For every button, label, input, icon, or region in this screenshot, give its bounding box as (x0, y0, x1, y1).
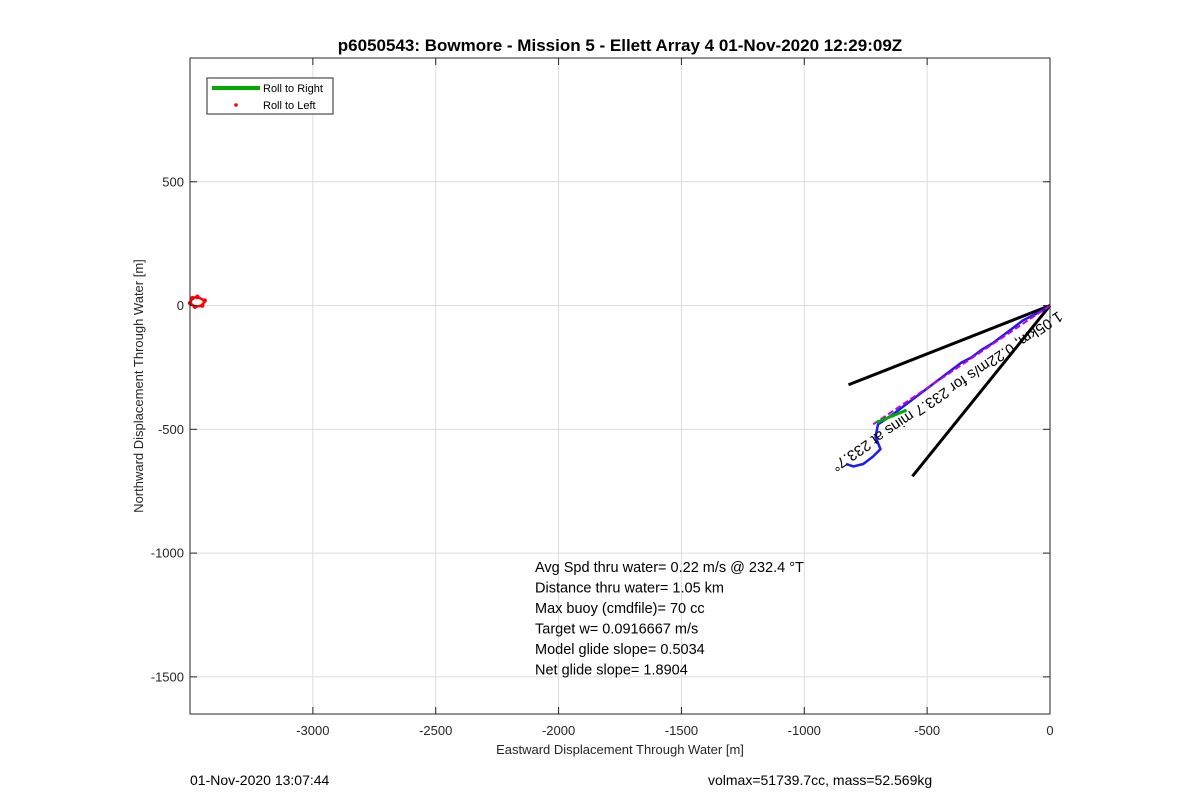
stats-line: Distance thru water= 1.05 km (535, 581, 724, 597)
x-tick-label: 0 (1046, 723, 1053, 738)
plot-background (190, 58, 1050, 714)
legend: Roll to Right Roll to Left (206, 77, 334, 115)
x-tick-label: -2500 (419, 723, 452, 738)
bearing-line (911, 304, 1052, 478)
x-tick-label: -1500 (665, 723, 698, 738)
stats-textbox: Avg Spd thru water= 0.22 m/s @ 232.4 °T D… (535, 560, 804, 679)
axis-labels: p6050543: Bowmore - Mission 5 - Ellett A… (131, 36, 902, 757)
x-tick-label: -3000 (296, 723, 329, 738)
track-line (845, 304, 1051, 468)
stats-line: Net glide slope= 1.8904 (535, 663, 688, 679)
bearing-lines (847, 304, 1052, 478)
legend-box (206, 77, 334, 115)
axis-ticks: -3000 -2500 -2000 -1500 -1000 -500 0 500 0 -500 -1… (151, 58, 1054, 738)
bearing-line (847, 304, 1051, 387)
x-axis-label: Eastward Displacement Through Water [m] (496, 742, 744, 757)
footer-volmax-mass: volmax=51739.7cc, mass=52.569kg (708, 772, 933, 788)
x-tick-label: -1000 (788, 723, 821, 738)
y-tick-label: -500 (158, 422, 184, 437)
data-point (202, 298, 207, 303)
stats-line: Avg Spd thru water= 0.22 m/s @ 232.4 °T (535, 560, 804, 576)
data-point (190, 295, 195, 301)
glider-track (845, 304, 1051, 468)
plot-area (190, 58, 1050, 714)
stats-line: Model glide slope= 0.5034 (535, 642, 705, 658)
y-axis-label: Northward Displacement Through Water [m] (131, 259, 146, 513)
footer-timestamp: 01-Nov-2020 13:07:44 (190, 772, 330, 788)
y-tick-label: -1000 (151, 546, 184, 561)
data-point (903, 408, 907, 413)
data-point (195, 294, 200, 300)
axes-box (189, 57, 1051, 715)
chart-title: p6050543: Bowmore - Mission 5 - Ellett A… (338, 36, 902, 55)
y-tick-label: 0 (177, 298, 184, 313)
legend-label: Roll to Right (263, 83, 323, 95)
stats-line: Max buoy (cmdfile)= 70 cc (535, 601, 705, 617)
data-series (187, 294, 907, 424)
data-point (876, 420, 880, 424)
legend-label: Roll to Left (263, 100, 316, 112)
x-tick-label: -500 (914, 723, 940, 738)
y-tick-label: -1500 (151, 669, 184, 684)
x-tick-label: -2000 (542, 723, 575, 738)
data-point (890, 413, 895, 418)
axes-frame (189, 57, 1051, 715)
legend-swatch-dot (234, 103, 238, 107)
data-point (200, 303, 205, 308)
y-tick-label: 500 (162, 174, 184, 189)
stats-line: Target w= 0.0916667 m/s (535, 622, 698, 638)
